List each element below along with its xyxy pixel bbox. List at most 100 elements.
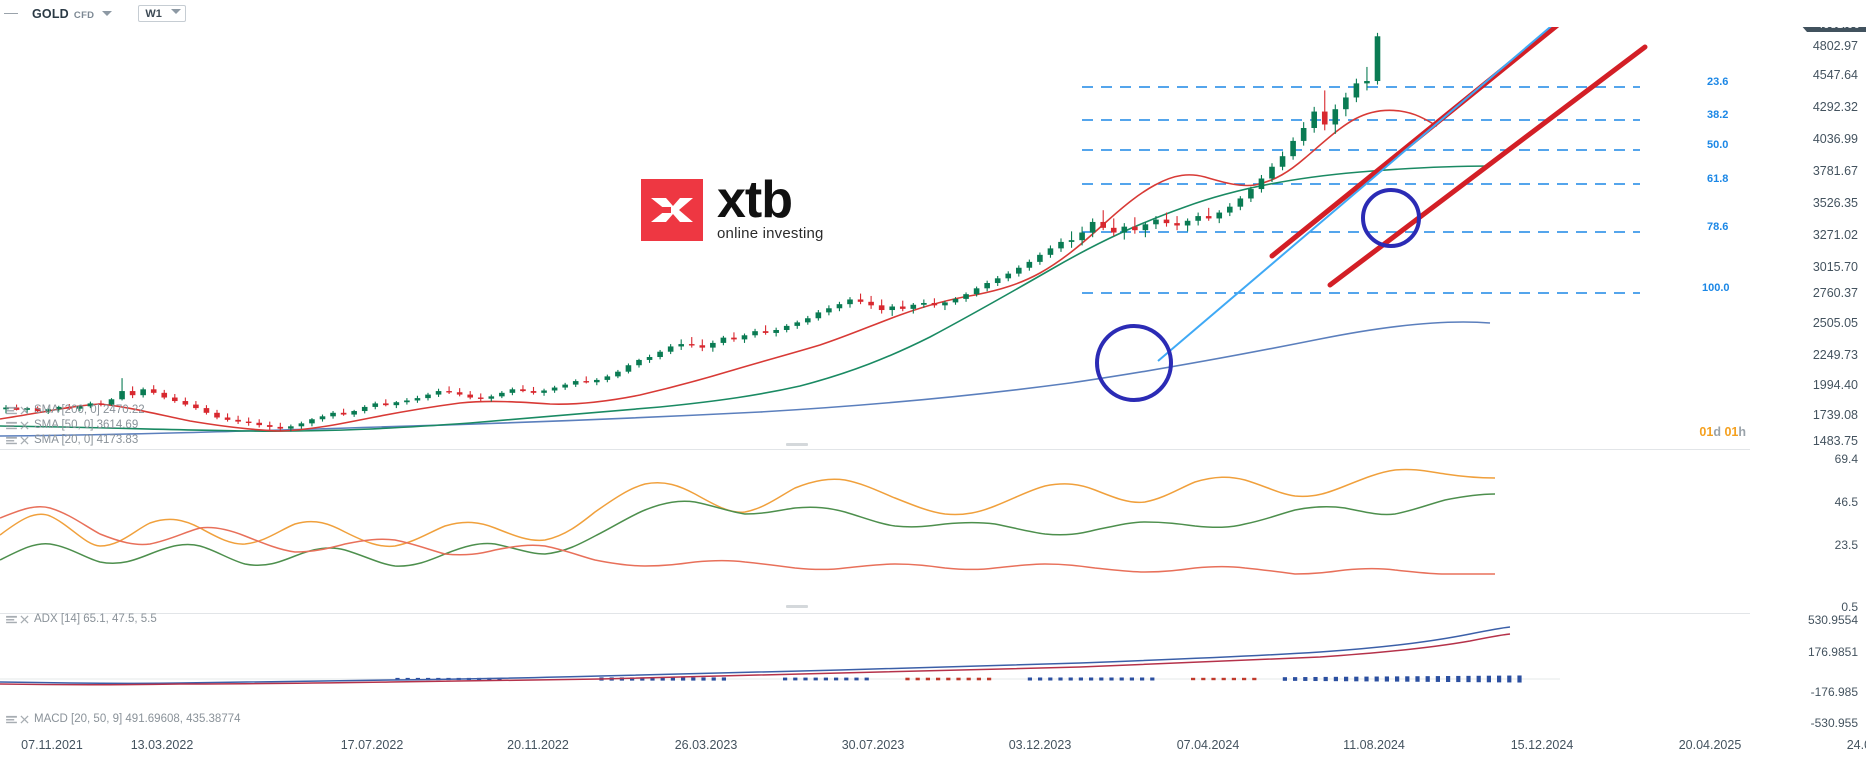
legend-icons[interactable] [6, 614, 29, 624]
candle-body [678, 344, 684, 347]
macd-histogram-bar [936, 677, 941, 681]
minus-di-series-line [0, 506, 1495, 575]
candle-body [1290, 140, 1296, 157]
macd-histogram-bar [1507, 675, 1512, 683]
adx-indicator-panel[interactable] [0, 450, 1750, 610]
candle-body [1058, 241, 1064, 249]
panel-resize-handle[interactable] [786, 443, 808, 446]
candle-body [731, 337, 737, 340]
adx-macd-divider [0, 613, 1750, 614]
candle-body [172, 397, 178, 402]
candle-body [119, 391, 125, 400]
legend-text: SMA [50, 0] 3614.69 [34, 419, 139, 431]
close-icon[interactable] [20, 435, 29, 445]
candle-body [688, 344, 695, 346]
date-tick: 30.07.2023 [841, 738, 905, 752]
candle-body [836, 304, 843, 309]
legend-macd[interactable]: MACD [20, 50, 9] 491.69608, 435.38774 [6, 713, 241, 725]
fib-level-label: 78.6 [1707, 221, 1729, 233]
macd-histogram-bar [905, 677, 910, 681]
macd-histogram-bar [1395, 676, 1400, 682]
candle-body [140, 389, 146, 396]
legend-sma-50[interactable]: SMA [50, 0] 3614.69 [6, 419, 138, 431]
close-icon[interactable] [20, 614, 29, 624]
adx-panel-resize-handle[interactable] [786, 605, 808, 608]
macd-histogram-bar [670, 677, 675, 681]
candle-body [393, 402, 400, 406]
close-icon[interactable] [20, 420, 29, 430]
legend-icons[interactable] [6, 420, 29, 430]
candle-body [615, 371, 621, 377]
macd-histogram-bar [925, 677, 930, 681]
signal-circle-1 [1095, 324, 1173, 402]
candle-body [1374, 36, 1381, 82]
legend-icons[interactable] [6, 435, 29, 445]
legend-sma-200[interactable]: SMA [200, 0] 2470.22 [6, 404, 145, 416]
candle-body [203, 408, 210, 413]
candle-body [762, 331, 769, 333]
macd-histogram-bar [650, 677, 655, 681]
macd-histogram-bar [1456, 675, 1461, 683]
candle-body [984, 283, 990, 289]
plus-di-series-line [0, 493, 1496, 567]
price-scale-axis[interactable]: 4981.00 4802.97 4547.64 4292.32 4036.99 … [1750, 0, 1866, 761]
eye-icon[interactable] [6, 715, 17, 724]
eye-icon[interactable] [6, 406, 17, 415]
legend-adx[interactable]: ADX [14] 65.1, 47.5, 5.5 [6, 613, 157, 625]
timeframe-selector[interactable]: W1 [138, 5, 187, 22]
candle-body [467, 394, 473, 398]
legend-text: ADX [14] 65.1, 47.5, 5.5 [34, 613, 157, 625]
eye-icon[interactable] [6, 615, 17, 624]
legend-icons[interactable] [6, 405, 29, 415]
macd-histogram-bar [1038, 677, 1043, 681]
candle-body [889, 306, 895, 311]
candle-body [710, 342, 716, 348]
candle-body [1364, 81, 1370, 84]
macd-histogram-bar [497, 677, 502, 681]
close-icon[interactable] [20, 405, 29, 415]
macd-histogram-bar [1109, 677, 1114, 681]
candle-body [551, 387, 558, 391]
fib-level-label: 61.8 [1707, 173, 1729, 185]
candle-body [446, 391, 452, 393]
candle-body [794, 322, 801, 326]
candle-body [1258, 178, 1265, 190]
macd-histogram-bar [1058, 677, 1063, 681]
symbol-selector[interactable]: GOLD CFD [32, 7, 113, 21]
close-icon[interactable] [20, 714, 29, 724]
price-chart-panel[interactable] [0, 27, 1750, 447]
macd-histogram-bar [1221, 677, 1226, 681]
candle-body [1227, 206, 1233, 213]
macd-histogram-bar [630, 677, 635, 681]
chevron-down-icon[interactable] [171, 9, 182, 14]
candle-body [625, 365, 632, 372]
candle-body [1037, 254, 1043, 262]
macd-indicator-panel[interactable] [0, 614, 1750, 734]
chevron-down-icon[interactable] [102, 10, 113, 16]
candle-body [1343, 97, 1349, 110]
candle-body [1163, 219, 1170, 224]
macd-histogram-bar [1384, 676, 1389, 682]
candle-body [1047, 248, 1054, 255]
date-axis[interactable]: 07.11.2021 13.03.2022 17.07.2022 20.11.2… [0, 735, 1866, 761]
macd-histogram-bar [1415, 676, 1420, 682]
eye-icon[interactable] [6, 436, 17, 445]
date-tick: 17.07.2022 [340, 738, 404, 752]
candle-body [277, 426, 284, 429]
candle-body [773, 329, 779, 333]
macd-histogram-bar [976, 677, 981, 681]
macd-histogram-bar [1027, 677, 1032, 681]
candle-body [973, 288, 980, 295]
macd-histogram-bar [1068, 677, 1073, 681]
candle-body [1195, 216, 1201, 221]
candle-body [1100, 221, 1106, 228]
candle-body [330, 412, 336, 417]
candle-body [55, 406, 62, 410]
eye-icon[interactable] [6, 421, 17, 430]
legend-sma-20[interactable]: SMA [20, 0] 4173.83 [6, 434, 138, 446]
candle-body [1321, 111, 1328, 125]
legend-icons[interactable] [6, 714, 29, 724]
candle-body [193, 404, 199, 409]
price-tick: 2249.73 [1812, 348, 1858, 362]
collapse-handle-icon[interactable] [4, 13, 18, 14]
